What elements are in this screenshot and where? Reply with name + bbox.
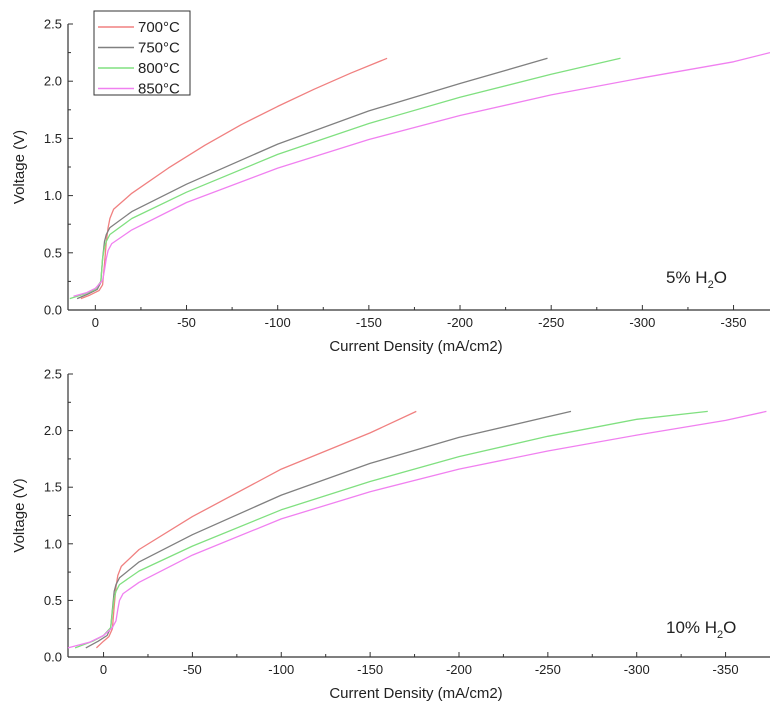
- x-tick-label: -200: [446, 662, 472, 677]
- annotation-subscript: 2: [708, 279, 714, 291]
- panel-annotation: 10% H2O: [666, 618, 736, 641]
- x-tick-label: -300: [629, 315, 655, 330]
- y-tick-label: 0.5: [44, 245, 62, 260]
- x-tick-label: -300: [624, 662, 650, 677]
- series-line-750c: [85, 410, 572, 649]
- y-axis-title: Voltage (V): [11, 478, 28, 552]
- x-axis-title: Current Density (mA/cm2): [329, 685, 502, 702]
- series-line-700c: [95, 410, 417, 649]
- legend: 700°C 750°C 800°C 850°C: [93, 10, 191, 98]
- x-tick-label: -100: [268, 662, 294, 677]
- y-axis-title: Voltage (V): [11, 130, 28, 204]
- legend-label: 700°C: [138, 19, 180, 36]
- chart-panel-2: 0.0 0.5 1.0 1.5 2.0 2.5 0 -50 -100 -150 -200 -250 -3…: [11, 367, 770, 702]
- x-tick-label: -100: [265, 315, 291, 330]
- legend-label: 850°C: [138, 81, 180, 98]
- y-tick-label: 2.0: [44, 423, 62, 438]
- x-tick-label: -150: [357, 662, 383, 677]
- panel-annotation: 5% H2O: [666, 268, 727, 291]
- y-tick-label: 2.0: [44, 74, 62, 89]
- y-tick-label: 0.5: [44, 593, 62, 608]
- series-line-750c: [76, 57, 548, 300]
- x-tick-label: -250: [535, 662, 561, 677]
- annotation-suffix: O: [714, 268, 727, 287]
- x-tick-label: -350: [721, 315, 747, 330]
- x-tick-label: -200: [447, 315, 473, 330]
- y-tick-label: 1.5: [44, 131, 62, 146]
- y-tick-label: 0.0: [44, 650, 62, 665]
- y-tick-label: 2.5: [44, 367, 62, 382]
- x-tick-label: -50: [183, 662, 202, 677]
- y-tick-label: 1.0: [44, 188, 62, 203]
- series-line-850c: [73, 51, 770, 297]
- series-line-850c: [67, 410, 767, 649]
- annotation-prefix: 5% H: [666, 268, 708, 287]
- annotation-subscript: 2: [717, 629, 723, 641]
- legend-label: 800°C: [138, 60, 180, 77]
- series-line-800c: [74, 410, 708, 649]
- y-tick-label: 2.5: [44, 17, 62, 32]
- x-tick-label: -350: [713, 662, 739, 677]
- x-tick-label: -50: [177, 315, 196, 330]
- x-tick-label: 0: [100, 662, 107, 677]
- x-axis-title: Current Density (mA/cm2): [329, 338, 502, 355]
- x-tick-label: -150: [356, 315, 382, 330]
- legend-box: [93, 10, 191, 96]
- annotation-prefix: 10% H: [666, 618, 717, 637]
- y-tick-label: 1.0: [44, 536, 62, 551]
- series-line-700c: [80, 57, 388, 300]
- legend-label: 750°C: [138, 40, 180, 57]
- annotation-suffix: O: [723, 618, 736, 637]
- y-tick-label: 0.0: [44, 303, 62, 318]
- y-tick-label: 1.5: [44, 480, 62, 495]
- x-tick-label: -250: [538, 315, 564, 330]
- x-tick-label: 0: [92, 315, 99, 330]
- chart-panel-1: 0.0 0.5 1.0 1.5 2.0 2.5 0 -50 -100 -150 -200 -250 -3…: [11, 10, 770, 355]
